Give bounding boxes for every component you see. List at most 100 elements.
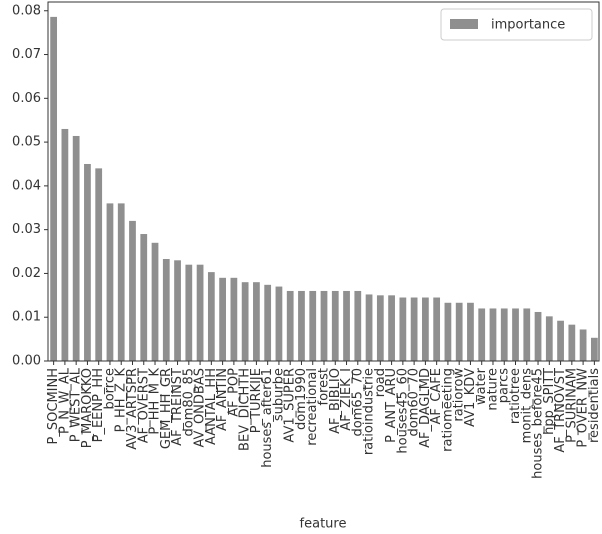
x-tick-label: P_MAROKKO bbox=[80, 368, 95, 448]
x-tick-label: P_EENP_HH bbox=[91, 368, 106, 442]
y-tick-label: 0.07 bbox=[12, 47, 41, 62]
x-tick-label: parcs bbox=[497, 368, 512, 403]
bar bbox=[534, 311, 542, 361]
bar bbox=[388, 295, 395, 361]
bar bbox=[365, 294, 373, 361]
bar bbox=[219, 277, 226, 361]
x-tick-label: BEV_DICHTH bbox=[238, 368, 253, 451]
legend-box bbox=[440, 8, 593, 41]
x-tick-label: AF_CAFE bbox=[429, 368, 444, 425]
x-tick-label: ratiotree bbox=[508, 368, 523, 424]
x-tick-label: water bbox=[474, 367, 489, 405]
bar bbox=[354, 290, 362, 361]
y-tick-label: 0.04 bbox=[12, 178, 41, 193]
bar bbox=[557, 320, 564, 361]
x-tick-label: AF_OVERST bbox=[136, 368, 151, 443]
bar bbox=[331, 290, 339, 361]
x-tick-label: AV1_KDV bbox=[463, 368, 478, 427]
x-tick-label: borrce bbox=[102, 368, 117, 410]
bar bbox=[151, 242, 159, 361]
bar bbox=[50, 16, 58, 361]
bar bbox=[275, 286, 283, 361]
bar bbox=[264, 284, 272, 361]
x-tick-label: dom1990 bbox=[294, 368, 309, 430]
bar bbox=[478, 308, 486, 361]
bar bbox=[512, 308, 519, 361]
x-tick-label: dom60_70 bbox=[407, 368, 422, 436]
bar bbox=[140, 234, 148, 361]
y-tick-label: 0.01 bbox=[12, 310, 41, 325]
x-tick-label: residentials bbox=[587, 368, 602, 443]
x-tick-label: road bbox=[373, 368, 388, 397]
x-tick-label: dom65_70 bbox=[350, 368, 365, 436]
x-tick-label: AF_ZIEK_I bbox=[339, 368, 354, 431]
x-tick-label: AANTAL_HH bbox=[204, 368, 219, 445]
x-tick-label: P_ANT_ARU bbox=[384, 368, 399, 443]
x-tick-label: AF_ANTIN bbox=[215, 368, 230, 431]
bar bbox=[343, 290, 350, 361]
x-tick-label: houses_before45 bbox=[531, 368, 546, 479]
x-tick-label: AF_DAGLMD bbox=[418, 368, 433, 448]
bar bbox=[117, 203, 125, 361]
x-tick-label: forest bbox=[317, 368, 332, 405]
x-tick-label: AF_TREINST bbox=[170, 368, 185, 446]
bar bbox=[129, 220, 136, 361]
bar bbox=[590, 337, 598, 361]
x-tick-label: P_OVER_NW bbox=[576, 368, 591, 448]
bar bbox=[286, 290, 294, 361]
x-tick-label: P_HH_M_K bbox=[148, 368, 163, 435]
y-tick-label: 0.03 bbox=[12, 222, 41, 237]
bar bbox=[61, 128, 69, 361]
bar bbox=[489, 308, 497, 361]
x-tick-label: P_TURKIJE bbox=[249, 368, 264, 433]
x-tick-label: P_WEST_AL bbox=[69, 367, 84, 442]
x-tick-label: GEM_HH_GR bbox=[159, 368, 174, 449]
bar bbox=[422, 297, 429, 361]
bar bbox=[207, 272, 215, 361]
bar bbox=[185, 264, 193, 361]
x-tick-label: AF_TRNOVST bbox=[553, 368, 568, 453]
bar bbox=[320, 290, 328, 361]
plot-frame bbox=[47, 1, 600, 362]
x-tick-label: nature bbox=[485, 368, 500, 411]
x-tick-label: AF_BIBLIO bbox=[328, 368, 343, 434]
bar bbox=[95, 168, 103, 361]
x-tick-label: recreational bbox=[305, 368, 320, 446]
y-tick-label: 0.02 bbox=[12, 266, 41, 281]
bar bbox=[579, 329, 587, 361]
legend-swatch bbox=[450, 19, 478, 29]
bar bbox=[545, 316, 553, 361]
bar bbox=[162, 258, 170, 361]
x-tick-label: P_SOCMINH bbox=[46, 368, 61, 444]
bar bbox=[455, 302, 463, 361]
x-tick-label: AV_ONDBAS bbox=[193, 368, 208, 448]
legend-label: importance bbox=[491, 18, 565, 33]
bar bbox=[500, 308, 508, 361]
bar bbox=[467, 302, 474, 361]
bar bbox=[568, 324, 576, 361]
bar bbox=[196, 264, 204, 361]
y-tick-label: 0.00 bbox=[12, 354, 41, 369]
bar bbox=[253, 282, 260, 361]
x-tick-label: houses_after61 bbox=[260, 368, 275, 468]
bar bbox=[106, 203, 114, 361]
bar bbox=[309, 290, 317, 361]
x-tick-label: dom80_85 bbox=[181, 368, 196, 436]
y-tick-label: 0.05 bbox=[12, 135, 41, 150]
bar bbox=[230, 277, 238, 361]
x-tick-label: P_HH_Z_K bbox=[114, 368, 129, 433]
x-tick-label: suburbe bbox=[271, 368, 286, 421]
bar bbox=[72, 135, 80, 361]
bar bbox=[298, 290, 305, 361]
bar bbox=[433, 297, 441, 361]
y-tick-label: 0.08 bbox=[12, 3, 41, 18]
x-tick-label: ratiorow bbox=[452, 368, 467, 422]
x-tick-label: P_SURINAM bbox=[564, 368, 579, 443]
x-tick-label: houses45_60 bbox=[395, 368, 410, 454]
x-tick-label: AV1_SUPER bbox=[283, 368, 298, 443]
x-axis-label: feature bbox=[300, 517, 347, 532]
bar bbox=[399, 297, 407, 361]
bar bbox=[174, 260, 181, 361]
